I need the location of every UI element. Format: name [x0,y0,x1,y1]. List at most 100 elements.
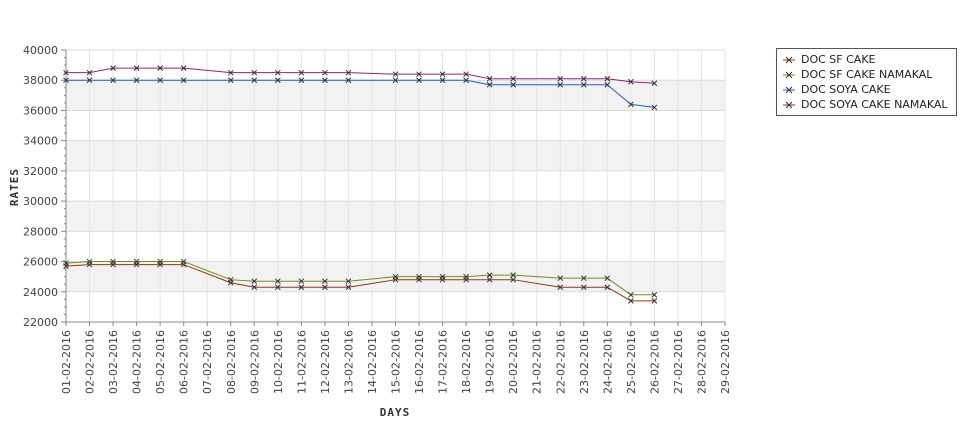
x-tick-label: 11-02-2016 [295,330,308,394]
data-point-stroke [510,81,517,88]
data-point-stroke [298,284,305,291]
data-point [180,258,187,265]
data-point [274,69,281,76]
y-tick-label: 22000 [23,316,58,329]
data-point-stroke [274,278,281,285]
data-point-stroke [86,69,93,76]
data-point-stroke [510,75,517,82]
data-point [486,81,493,88]
data-point [392,77,399,84]
data-point-stroke [557,275,564,282]
x-tick-label: 07-02-2016 [201,330,214,394]
x-tick-label: 22-02-2016 [554,330,567,394]
data-point-stroke [86,258,93,265]
legend-item: DOC SOYA CAKE [783,82,948,97]
data-point [345,278,352,285]
data-point-stroke [604,81,611,88]
data-point [227,276,234,283]
data-point [110,65,116,71]
data-point-stroke [604,75,611,82]
x-tick-label: 23-02-2016 [578,330,591,394]
x-tick-label: 26-02-2016 [648,330,661,394]
data-point-stroke [180,65,187,71]
data-point-stroke [345,69,352,76]
data-point [628,78,634,85]
y-axis-ticks: 22000 24000 26000 28000 30000 32000 34000 36000… [23,44,66,329]
data-point-stroke [486,81,493,88]
data-point-stroke [557,81,564,88]
data-point [298,77,305,84]
legend-marker-icon [783,54,795,66]
data-point [251,77,258,84]
data-point-stroke [628,297,634,304]
data-point [157,258,163,265]
data-point [510,272,517,279]
data-point [274,77,281,84]
data-point-stroke [274,284,281,291]
data-point [580,81,587,88]
data-point [580,75,587,82]
data-point-stroke [133,65,140,71]
data-point [274,278,281,285]
data-point-stroke [133,258,140,265]
data-point [439,77,446,84]
x-tick-label: 21-02-2016 [531,330,544,394]
x-tick-label: 18-02-2016 [460,330,473,394]
data-point-stroke [251,284,258,291]
data-point [604,81,611,88]
data-point [392,273,399,280]
data-point-stroke [580,75,587,82]
series-4 [63,65,658,87]
data-point [86,258,93,265]
legend-item: DOC SF CAKE [783,52,948,67]
y-tick-label: 36000 [23,104,58,117]
data-point [157,77,163,84]
data-point-stroke [251,69,258,76]
data-point [251,69,258,76]
legend-label: DOC SOYA CAKE [801,83,891,96]
data-point [557,75,564,82]
x-tick-label: 08-02-2016 [225,330,238,394]
y-tick-label: 40000 [23,44,58,57]
data-point-stroke [486,276,493,283]
data-point [63,69,69,76]
data-point-stroke [157,77,163,84]
legend-marker-icon [783,99,795,111]
data-point-stroke [628,78,634,85]
data-point-stroke [322,77,328,84]
data-point [580,284,587,291]
data-point [557,275,564,282]
x-tick-label: 27-02-2016 [672,330,685,394]
data-point [345,284,352,291]
data-point-stroke [392,77,399,84]
data-point [110,258,116,265]
data-point-stroke [63,260,69,266]
data-point-stroke [227,69,234,76]
data-point-stroke [463,273,469,280]
x-tick-label: 24-02-2016 [601,330,614,394]
data-point [486,75,493,82]
data-point [510,276,517,283]
data-point-stroke [298,69,305,76]
data-point [580,275,587,282]
data-point [298,284,305,291]
data-point-stroke [274,69,281,76]
data-point [604,275,611,282]
data-point [510,75,517,82]
data-point-stroke [439,71,446,78]
data-point-stroke [604,284,611,291]
data-point-stroke [557,75,564,82]
x-axis-title: DAYS [380,406,411,419]
data-point-stroke [416,71,422,78]
x-tick-label: 10-02-2016 [272,330,285,394]
data-point-stroke [628,101,634,108]
data-point [439,273,446,280]
data-point [180,65,187,71]
data-point-stroke [439,77,446,84]
data-point [133,77,140,84]
series-2 [63,258,658,298]
data-point-stroke [557,284,564,291]
data-point-stroke [180,77,187,84]
data-point-stroke [345,284,352,291]
legend-item: DOC SOYA CAKE NAMAKAL [783,97,948,112]
